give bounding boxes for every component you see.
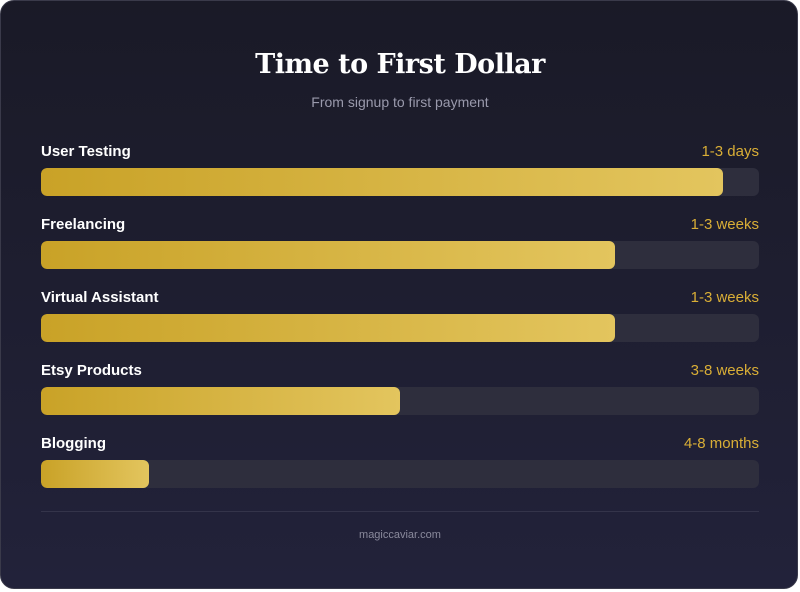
chart-subtitle: From signup to first payment <box>311 94 489 110</box>
bar-value-label: 1-3 weeks <box>690 289 759 306</box>
bar-value-label: 1-3 weeks <box>690 216 759 233</box>
bar-label: User Testing <box>41 143 131 160</box>
bar <box>41 168 724 196</box>
bar <box>41 314 616 342</box>
bar-label: Freelancing <box>41 216 126 233</box>
bar <box>41 241 616 269</box>
bar-row: Blogging 4-8 months <box>41 435 759 508</box>
bar-label: Etsy Products <box>41 362 142 379</box>
bar-row: Virtual Assistant 1-3 weeks <box>41 289 759 362</box>
bar-list: User Testing 1-3 days Freelancing 1-3 weeks… <box>41 143 759 508</box>
chart-title: Time to First Dollar <box>255 49 545 80</box>
bar <box>41 460 149 488</box>
bar-track <box>41 387 759 415</box>
bar-track <box>41 460 759 488</box>
bar-row: Etsy Products 3-8 weeks <box>41 362 759 435</box>
footer-divider <box>41 511 759 512</box>
bar-track <box>41 168 759 196</box>
bar-track <box>41 241 759 269</box>
bar-row: Freelancing 1-3 weeks <box>41 216 759 289</box>
bar-row: User Testing 1-3 days <box>41 143 759 216</box>
bar-track <box>41 314 759 342</box>
footer-source: magiccaviar.com <box>359 529 441 541</box>
bar-value-label: 4-8 months <box>683 435 759 452</box>
bar-label: Blogging <box>41 435 106 452</box>
bar-value-label: 3-8 weeks <box>690 362 759 379</box>
bar <box>41 387 400 415</box>
bar-value-label: 1-3 days <box>701 143 759 160</box>
bar-label: Virtual Assistant <box>41 289 159 306</box>
